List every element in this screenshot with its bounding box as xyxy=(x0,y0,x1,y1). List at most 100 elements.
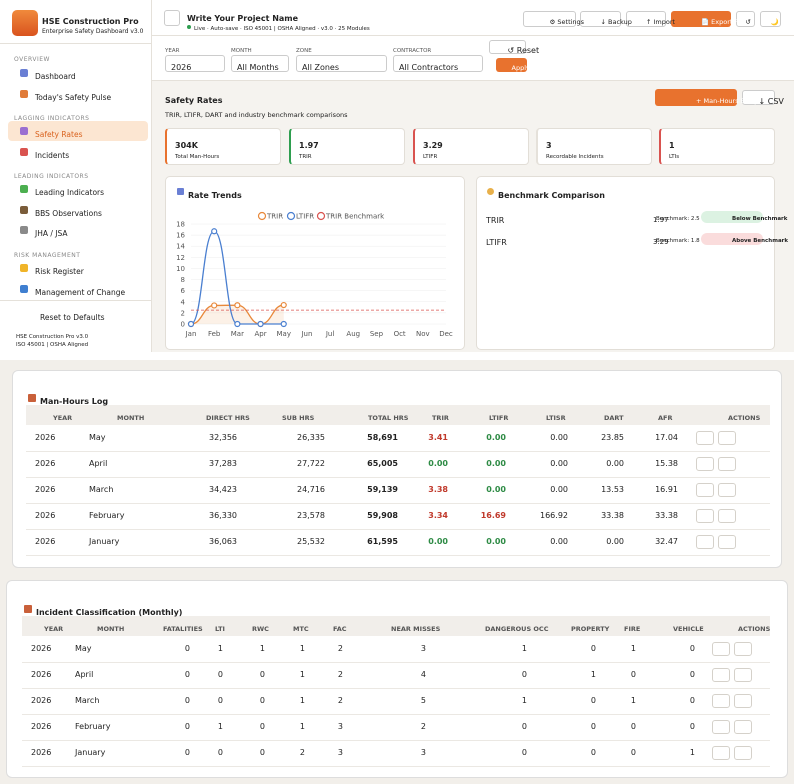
column-header: NEAR MISSES xyxy=(391,625,441,633)
header-button[interactable] xyxy=(523,11,576,27)
delete-button[interactable] xyxy=(718,509,736,523)
header-button[interactable] xyxy=(580,11,621,27)
entry-button[interactable] xyxy=(655,89,737,106)
delete-button[interactable] xyxy=(718,535,736,549)
chart-icon xyxy=(177,188,184,195)
status-pill-label: Below Benchmark xyxy=(732,216,788,222)
delete-button[interactable] xyxy=(734,642,752,656)
nav-item[interactable]: JHA / JSA xyxy=(35,229,68,238)
reset-label[interactable]: ↺ Reset xyxy=(507,46,540,55)
filter-select[interactable] xyxy=(231,55,289,72)
table-cell: 1 xyxy=(299,696,305,705)
csv-button[interactable] xyxy=(742,90,775,105)
kpi-card xyxy=(413,128,529,165)
reset-button[interactable] xyxy=(489,40,526,54)
table-cell: 59,139 xyxy=(367,485,398,494)
nav-item[interactable]: Safety Rates xyxy=(35,130,83,139)
edit-button[interactable] xyxy=(712,720,730,734)
nav-item[interactable]: Dashboard xyxy=(35,72,76,81)
nav-item[interactable]: Incidents xyxy=(35,151,70,160)
kpi-card xyxy=(165,128,281,165)
table-cell: 37,283 xyxy=(209,459,237,468)
header-button[interactable] xyxy=(671,11,731,27)
header-button-label[interactable]: ⚙ Settings xyxy=(549,18,585,26)
header-button[interactable] xyxy=(626,11,666,27)
row-divider xyxy=(22,662,770,663)
column-header: DART xyxy=(604,414,624,422)
nav-item[interactable]: Risk Register xyxy=(35,267,84,276)
table-cell: 0 xyxy=(689,644,695,653)
column-header: PROPERTY xyxy=(571,625,610,633)
benchmark-ref: Benchmark: 1.8 xyxy=(656,238,700,244)
table-cell: 2026 xyxy=(35,459,56,468)
filter-select[interactable] xyxy=(165,55,225,72)
reset-link[interactable]: Reset to Defaults xyxy=(40,313,105,322)
filter-select[interactable] xyxy=(393,55,483,72)
edit-button[interactable] xyxy=(696,483,714,497)
filter-value[interactable]: All Months xyxy=(237,63,279,72)
delete-button[interactable] xyxy=(718,457,736,471)
row-divider xyxy=(26,503,770,504)
section-heading: RISK MANAGEMENT xyxy=(14,252,81,259)
apply-button[interactable] xyxy=(496,58,527,72)
nav-item[interactable]: Management of Change xyxy=(35,288,126,297)
table-cell: 0.00 xyxy=(606,537,624,546)
table-cell: 0.00 xyxy=(486,485,506,494)
table-icon xyxy=(24,605,32,613)
table-cell: 0.00 xyxy=(606,459,624,468)
edit-button[interactable] xyxy=(696,509,714,523)
delete-button[interactable] xyxy=(734,720,752,734)
edit-button[interactable] xyxy=(696,431,714,445)
filter-label: CONTRACTOR xyxy=(393,48,432,54)
edit-button[interactable] xyxy=(712,694,730,708)
delete-button[interactable] xyxy=(734,668,752,682)
delete-button[interactable] xyxy=(718,431,736,445)
status-dot xyxy=(187,25,191,29)
nav-item[interactable]: BBS Observations xyxy=(35,209,102,218)
filter-value[interactable]: All Zones xyxy=(302,63,339,72)
filter-value[interactable]: All Contractors xyxy=(399,63,459,72)
csv-label[interactable]: ↓ CSV xyxy=(758,96,784,106)
delete-button[interactable] xyxy=(718,483,736,497)
apply-label[interactable]: Apply xyxy=(511,64,530,72)
edit-button[interactable] xyxy=(712,746,730,760)
filter-value[interactable]: 2026 xyxy=(171,63,192,72)
table-cell: 2026 xyxy=(31,722,52,731)
nav-item[interactable]: Leading Indicators xyxy=(35,188,105,197)
table-cell: 0 xyxy=(630,670,636,679)
edit-button[interactable] xyxy=(712,642,730,656)
row-divider xyxy=(26,477,770,478)
table-cell: 2026 xyxy=(35,433,56,442)
delete-button[interactable] xyxy=(734,694,752,708)
column-header: FAC xyxy=(333,625,347,633)
entry-label[interactable]: + Man-Hours Entry xyxy=(696,96,758,105)
table-cell: 58,691 xyxy=(367,433,398,442)
table-cell: 2 xyxy=(420,722,426,731)
edit-button[interactable] xyxy=(696,457,714,471)
table-cell: 0 xyxy=(259,670,265,679)
filter-select[interactable] xyxy=(296,55,387,72)
header-button-label[interactable]: ↓ Backup xyxy=(600,18,632,26)
header-button[interactable] xyxy=(736,11,755,27)
column-header: ACTIONS xyxy=(738,625,771,633)
table-cell: 0 xyxy=(521,722,527,731)
header-button[interactable] xyxy=(760,11,781,27)
column-header: MONTH xyxy=(117,414,145,422)
header-button-label[interactable]: ↺ xyxy=(745,18,751,26)
header-button-label[interactable]: ↑ Import xyxy=(646,18,676,26)
menu-button[interactable] xyxy=(164,10,180,26)
table-cell: 1 xyxy=(259,644,265,653)
nav-icon xyxy=(20,148,28,156)
table-cell: 1 xyxy=(521,696,527,705)
table-cell: 16.91 xyxy=(655,485,678,494)
app-subtitle: Enterprise Safety Dashboard v3.0 xyxy=(42,28,144,35)
row-divider xyxy=(22,740,770,741)
header-button-label[interactable]: 🌙 xyxy=(770,18,779,26)
edit-button[interactable] xyxy=(712,668,730,682)
header-button-label[interactable]: 📄 Export PDF xyxy=(701,18,748,26)
table-cell: 1 xyxy=(630,644,636,653)
nav-item[interactable]: Today's Safety Pulse xyxy=(35,93,112,102)
edit-button[interactable] xyxy=(696,535,714,549)
table-cell: 1 xyxy=(590,670,596,679)
delete-button[interactable] xyxy=(734,746,752,760)
